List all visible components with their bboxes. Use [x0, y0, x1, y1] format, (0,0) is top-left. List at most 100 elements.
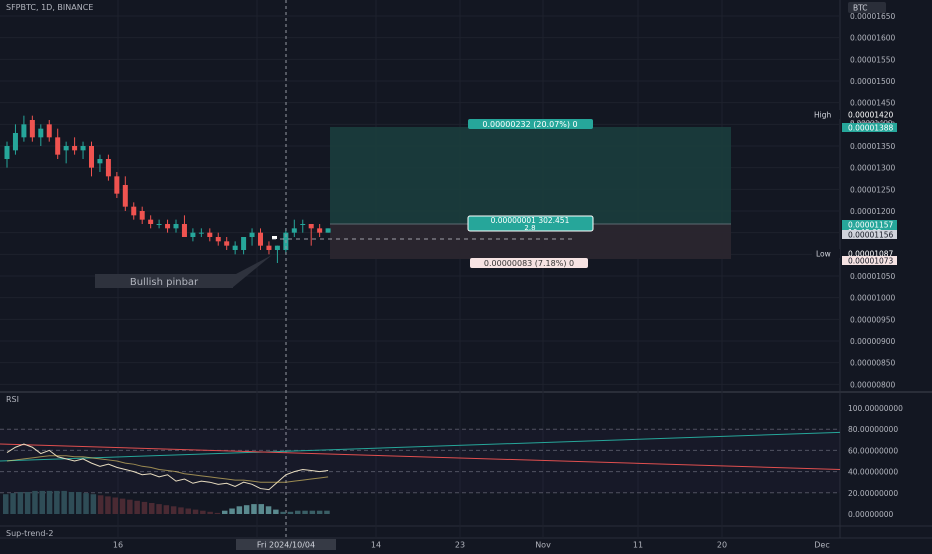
candle-body — [258, 232, 263, 246]
histogram-bar — [214, 512, 221, 514]
histogram-bar — [309, 510, 316, 514]
profit-zone[interactable] — [330, 127, 731, 224]
histogram-bar — [10, 493, 16, 514]
candle-body — [46, 124, 52, 138]
rsi-line — [6, 443, 329, 491]
candle — [266, 241, 272, 255]
histogram-bar — [3, 494, 9, 514]
currency-badge[interactable]: BTC — [848, 2, 886, 13]
price-tick-label: 0.00001550 — [850, 55, 896, 64]
candle-body — [4, 146, 10, 159]
pinbar-marker — [272, 236, 277, 239]
candle — [190, 228, 196, 242]
price-axis-panel[interactable] — [840, 0, 932, 550]
candle — [181, 215, 187, 237]
histogram-bar — [192, 509, 199, 514]
low-value: 0.00001087 — [848, 250, 894, 259]
histogram-bar — [287, 511, 294, 514]
rsi-title[interactable]: RSI — [6, 395, 19, 404]
candle-body — [38, 128, 44, 138]
histogram-bar — [258, 504, 264, 514]
price-tick-label: 0.00000850 — [850, 359, 896, 368]
sl-value-bg — [842, 256, 897, 265]
candle-body — [29, 120, 35, 138]
rsi-tick-label: 100.00000000 — [848, 404, 903, 413]
candle — [105, 154, 111, 181]
histogram-bar — [68, 492, 75, 514]
loss-label-bg — [470, 258, 588, 268]
candle — [224, 237, 230, 250]
profit-label-text: 0.00000232 (20.07%) 0 — [482, 120, 577, 129]
candle — [122, 176, 128, 211]
rsi-tick-label: 40.00000000 — [848, 468, 898, 477]
time-tick-label: Dec — [814, 541, 829, 550]
entry-center-label[interactable]: 0.00000001 302.451 2.8 — [467, 215, 594, 232]
annotation-text: Bullish pinbar — [130, 277, 199, 288]
rsi-bands — [0, 428, 840, 494]
candle — [274, 245, 280, 263]
candle-body — [181, 224, 187, 237]
low-marker: Low 0.00001087 — [812, 249, 897, 259]
candle — [80, 141, 86, 159]
entry-center-line1: 0.00000001 302.451 — [491, 216, 570, 225]
loss-label[interactable]: 0.00000083 (7.18%) 0 — [470, 258, 588, 268]
red-trend-line — [0, 443, 841, 470]
tp-marker: 0.00001388 — [842, 123, 897, 133]
entry-center-label-bg — [467, 215, 594, 232]
histogram-bar — [32, 490, 38, 514]
annotation-callout[interactable]: Bullish pinbar — [95, 255, 272, 288]
green-trend-line — [0, 431, 841, 462]
indicator-title[interactable]: Sup-trend-2 — [6, 529, 53, 538]
candle — [29, 115, 35, 142]
candle — [215, 232, 221, 246]
rsi-band-fill — [0, 429, 840, 493]
currency-badge-text: BTC — [853, 4, 868, 13]
rsi-histogram — [3, 490, 330, 514]
candle — [308, 224, 314, 246]
candle-body — [55, 137, 61, 155]
histogram-bar — [54, 490, 60, 514]
candle — [317, 224, 323, 237]
candle-body — [249, 232, 255, 237]
histogram-bar — [156, 504, 162, 514]
low-label-bg — [812, 249, 840, 258]
histogram-bar — [149, 503, 155, 514]
symbol-header[interactable]: SFPBTC, 1D, BINANCE — [6, 3, 93, 12]
candle-body — [198, 232, 204, 234]
histogram-bar — [324, 510, 330, 514]
high-label-bg — [812, 110, 840, 119]
candle — [165, 219, 171, 233]
histogram-bar — [316, 510, 323, 514]
histogram-bar — [112, 497, 118, 514]
histogram-bar — [141, 501, 148, 514]
histogram-bar — [24, 492, 31, 514]
crosshair-time-text: Fri 2024/10/04 — [257, 541, 315, 550]
candle-body — [156, 224, 162, 225]
tp-value: 0.00001388 — [848, 124, 894, 133]
entry-value: 0.00001156 — [848, 231, 894, 240]
candle — [207, 228, 213, 242]
rsi-tick-label: 80.00000000 — [848, 425, 898, 434]
candle-body — [325, 228, 331, 233]
candle — [249, 228, 255, 246]
candle-body — [317, 228, 323, 233]
candle-body — [72, 146, 78, 151]
histogram-bar — [236, 506, 243, 514]
high-marker: High 0.00001420 — [812, 110, 897, 120]
candle-body — [21, 124, 27, 138]
price-tick-label: 0.00001350 — [850, 142, 896, 151]
candle — [38, 124, 44, 146]
candle-body — [232, 245, 238, 250]
candle — [198, 228, 204, 237]
histogram-bar — [280, 511, 286, 514]
profit-label[interactable]: 0.00000232 (20.07%) 0 — [468, 119, 593, 129]
high-value: 0.00001420 — [848, 111, 894, 120]
candle-body — [291, 228, 297, 233]
histogram-bar — [61, 490, 67, 514]
candle — [139, 206, 145, 224]
candle-body — [215, 237, 221, 242]
rsi-tick-label: 0.00000000 — [848, 510, 894, 519]
histogram-bar — [207, 511, 213, 514]
